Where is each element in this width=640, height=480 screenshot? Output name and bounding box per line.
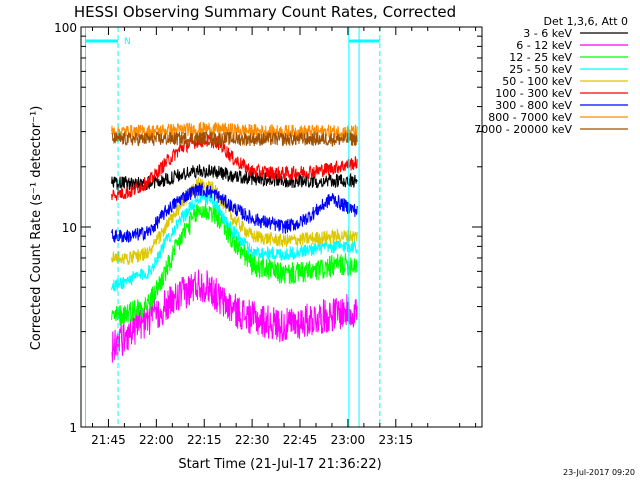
- legend-entry-1: 6 - 12 keV: [516, 39, 572, 52]
- legend-title: Det 1,3,6, Att 0: [544, 15, 628, 28]
- overlay-layer: N: [84, 27, 381, 427]
- annotation-n: N: [124, 37, 131, 47]
- axes: 21:45 22:00 22:15 22:30 22:45 23:00 23:15 1 10 10…: [54, 21, 483, 447]
- y-tick-label-2: 100: [54, 21, 77, 35]
- x-tick-label-4: 22:45: [283, 433, 318, 447]
- series-3-line: [111, 190, 358, 292]
- series-6-line: [111, 182, 358, 243]
- series-1-line: [111, 269, 358, 363]
- legend-entry-0: 3 - 6 keV: [523, 27, 572, 40]
- date-stamp: 23-Jul-2017 09:20: [563, 468, 635, 477]
- legend-entry-7: 800 - 7000 keV: [488, 111, 572, 124]
- legend-entry-2: 12 - 25 keV: [509, 51, 572, 64]
- series-2-line: [111, 202, 358, 326]
- legend-entry-4: 50 - 100 keV: [502, 75, 572, 88]
- y-tick-label-1: 10: [62, 221, 77, 235]
- y-tick-label-0: 1: [69, 421, 77, 435]
- chart-title: HESSI Observing Summary Count Rates, Cor…: [74, 3, 456, 21]
- x-tick-label-6: 23:15: [379, 433, 414, 447]
- legend-entry-8: 7000 - 20000 keV: [474, 123, 572, 136]
- x-tick-label-0: 21:45: [91, 433, 126, 447]
- x-tick-label-1: 22:00: [139, 433, 174, 447]
- series-4-line: [111, 176, 358, 265]
- x-tick-label-2: 22:15: [187, 433, 222, 447]
- axes-frame: [80, 26, 483, 428]
- x-tick-label-5: 23:00: [331, 433, 366, 447]
- y-axis-label: Corrected Count Rate (s⁻¹ detector⁻¹): [29, 106, 44, 351]
- series-8-line: [111, 130, 358, 147]
- legend-entry-5: 100 - 300 keV: [495, 87, 572, 100]
- x-axis-label: Start Time (21-Jul-17 21:36:22): [178, 457, 381, 472]
- series-0-line: [111, 164, 358, 191]
- x-tick-label-3: 22:30: [235, 433, 270, 447]
- legend-entry-3: 25 - 50 keV: [509, 63, 572, 76]
- legend-entry-6: 300 - 800 keV: [495, 99, 572, 112]
- series-5-line: [111, 133, 358, 201]
- series-7-line: [111, 121, 358, 139]
- series-layer: [111, 121, 358, 363]
